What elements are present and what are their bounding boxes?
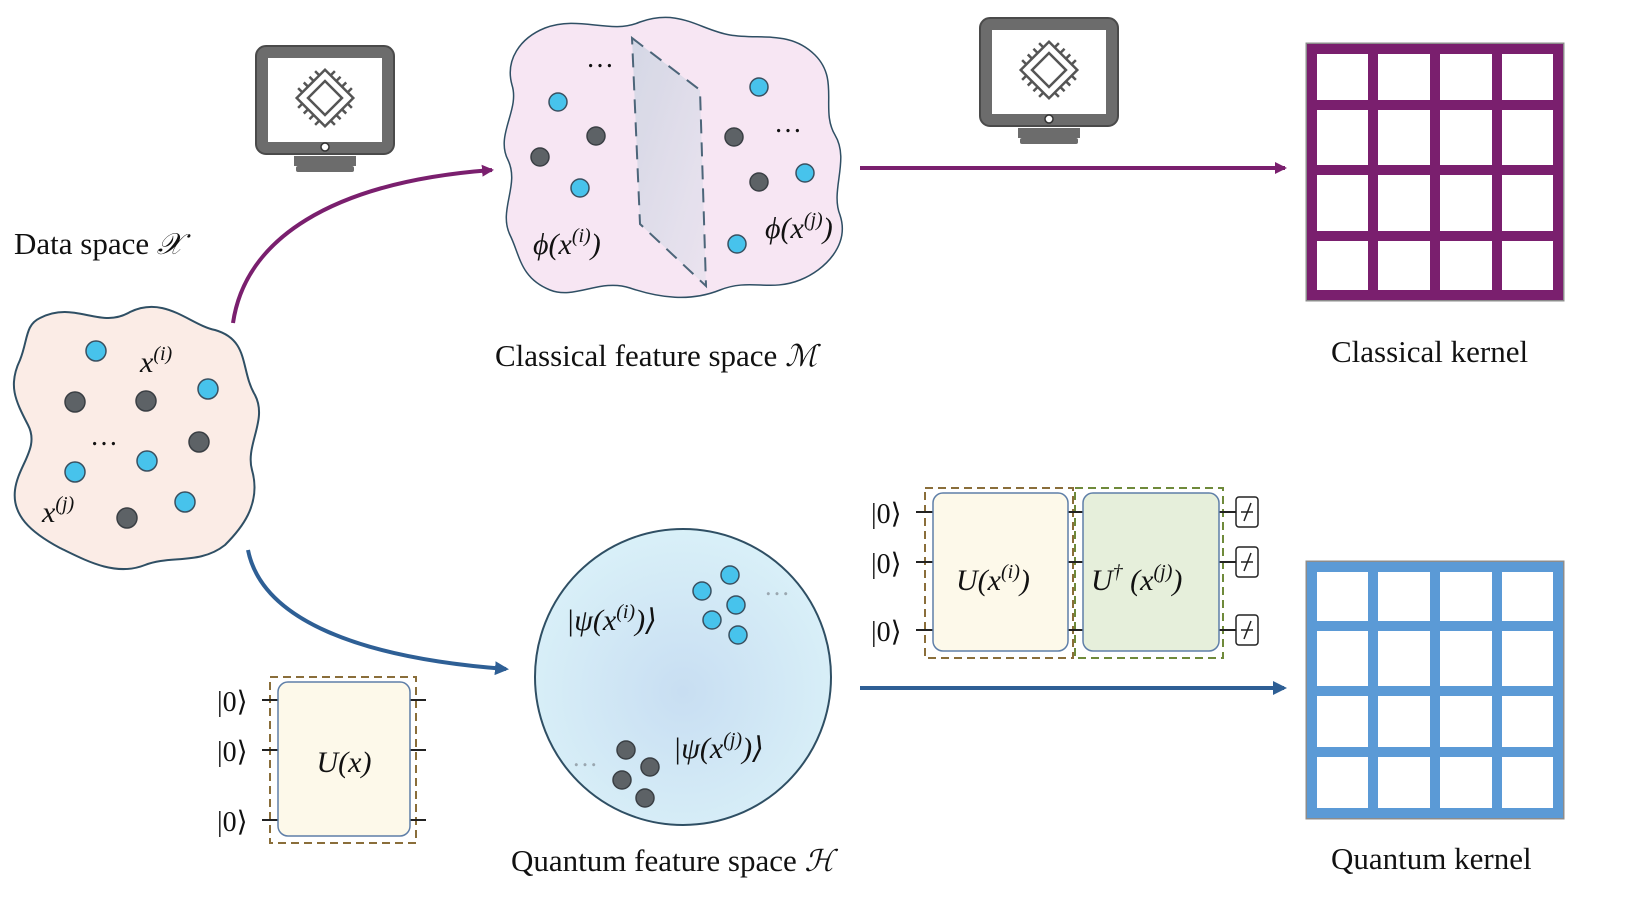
classical-kernel-matrix [1305, 42, 1565, 302]
separating-hyperplane [630, 35, 708, 289]
data-point-blue [720, 565, 740, 585]
data-point-blue [702, 610, 722, 630]
encoding-gate [277, 681, 411, 837]
classical-ellipsis: … [586, 43, 614, 74]
data-point-blue [570, 178, 590, 198]
u-dagger-gate-label: U† (x(j)) [1091, 561, 1182, 597]
data-ellipsis: … [90, 421, 118, 452]
data-point-grey [749, 172, 769, 192]
data-point-grey [188, 431, 210, 453]
classical-ellipsis: … [774, 108, 802, 139]
phi-x-j-label: ϕ(x(j)) [765, 209, 833, 245]
data-point-blue [136, 450, 158, 472]
computer-chip-icon [255, 45, 395, 172]
psi-x-i-label: |ψ(x(i))⟩ [566, 601, 657, 637]
data-point-blue [548, 92, 568, 112]
data-point-blue [174, 491, 196, 513]
u-gate [932, 492, 1069, 652]
data-point-grey [612, 770, 632, 790]
data-point-blue [728, 625, 748, 645]
data-point-blue [85, 340, 107, 362]
classical-feature-space-label: Classical feature space ℳ [495, 338, 821, 373]
data-point-blue [197, 378, 219, 400]
psi-x-j-label: |ψ(x(j))⟩ [673, 729, 764, 765]
data-point-grey [530, 147, 550, 167]
data-point-blue [64, 461, 86, 483]
data-point-grey [616, 740, 636, 760]
qubit-input-label: |0⟩ [217, 687, 248, 718]
u-gate-label: U(x(i)) [956, 561, 1030, 597]
data-point-grey [116, 507, 138, 529]
data-space-blob [12, 305, 261, 570]
data-point-grey [640, 757, 660, 777]
quantum-feature-space-label: Quantum feature space ℋ [511, 843, 839, 878]
data-point-grey [586, 126, 606, 146]
data-point-blue [692, 581, 712, 601]
computer-chip-icon [979, 17, 1119, 144]
arrow-to-quantum [246, 549, 509, 676]
kernel-circuit [916, 487, 1259, 659]
encoding-gate-label: U(x) [317, 746, 372, 779]
encoding-circuit [262, 676, 426, 844]
classical-kernel-label: Classical kernel [1331, 334, 1528, 369]
measurement-icon [1235, 546, 1259, 578]
qubit-input-label: |0⟩ [217, 807, 248, 838]
data-point-grey [635, 788, 655, 808]
data-space-label: Data space 𝒳 [14, 226, 191, 261]
quantum-ellipsis: … [764, 572, 790, 601]
data-point-grey [64, 391, 86, 413]
measurement-icon [1235, 496, 1259, 528]
qubit-input-label: |0⟩ [217, 737, 248, 768]
u-dagger-gate [1082, 492, 1220, 652]
qubit-input-label: |0⟩ [871, 499, 902, 530]
quantum-ellipsis: … [572, 743, 598, 772]
qubit-input-label: |0⟩ [871, 549, 902, 580]
data-point-blue [795, 163, 815, 183]
quantum-kernel-label: Quantum kernel [1331, 841, 1532, 876]
x-i-label: x(i) [139, 343, 173, 379]
data-point-blue [749, 77, 769, 97]
data-point-grey [135, 390, 157, 412]
quantum-kernel-matrix [1305, 560, 1565, 820]
measurement-icon [1235, 614, 1259, 646]
data-point-blue [727, 234, 747, 254]
quantum-feature-space-sphere [534, 528, 832, 826]
qubit-input-label: |0⟩ [871, 617, 902, 648]
arrow-to-classical [231, 164, 494, 324]
data-point-grey [724, 127, 744, 147]
phi-x-i-label: ϕ(x(i)) [533, 225, 601, 261]
x-j-label: x(j) [41, 493, 75, 529]
data-point-blue [726, 595, 746, 615]
